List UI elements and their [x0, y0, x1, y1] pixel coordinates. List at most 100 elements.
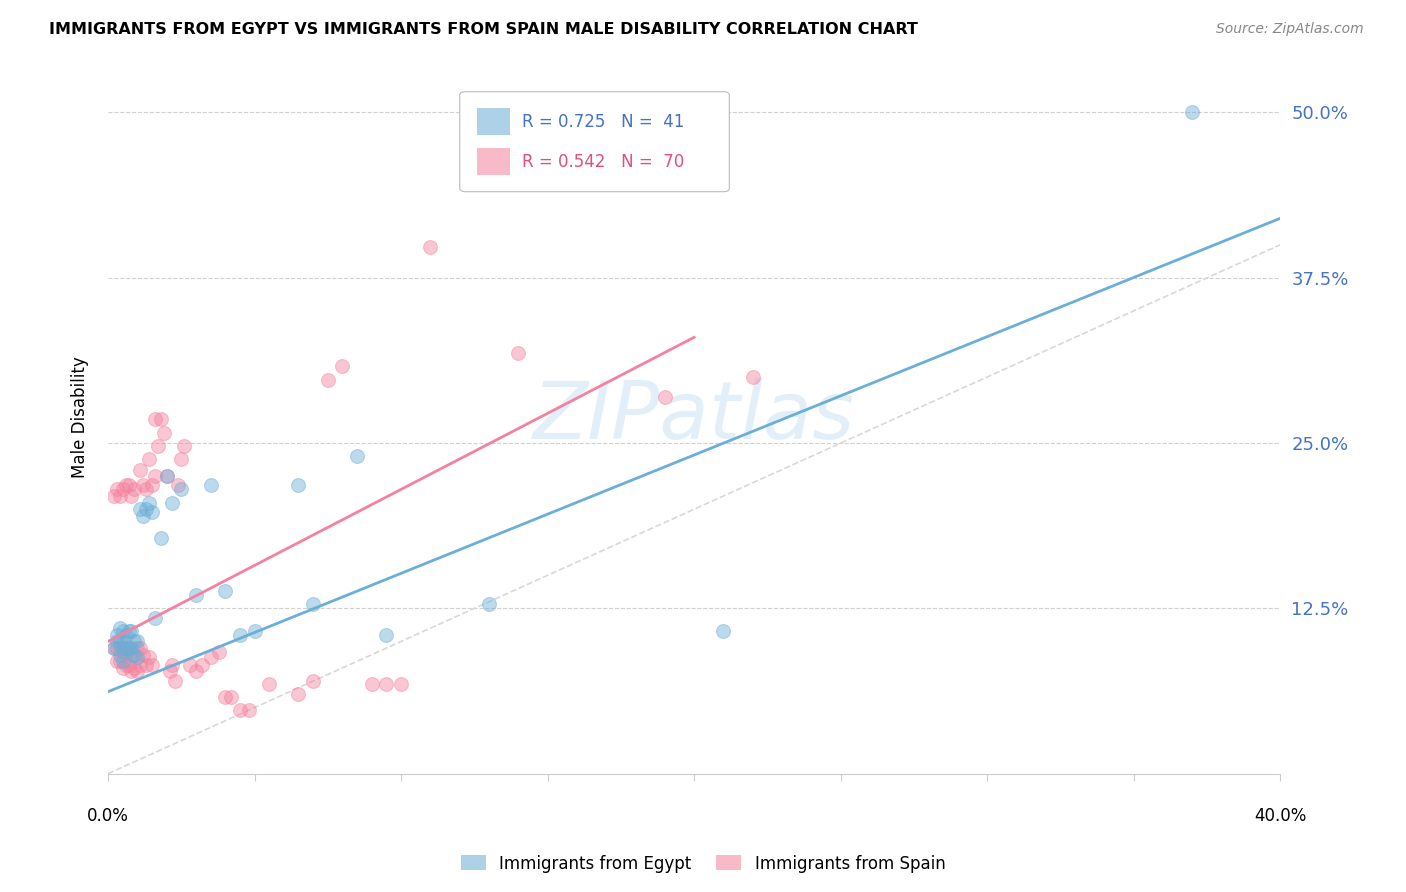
Point — [120, 489, 142, 503]
Point — [127, 634, 149, 648]
Point — [138, 650, 160, 665]
Point — [375, 677, 398, 691]
Point — [170, 452, 193, 467]
Point — [162, 658, 184, 673]
Point — [508, 346, 530, 360]
Point — [302, 674, 325, 689]
Point — [149, 531, 172, 545]
Point — [229, 703, 252, 717]
Point — [149, 412, 172, 426]
Point — [108, 654, 131, 668]
Bar — [477, 108, 510, 136]
Point — [229, 628, 252, 642]
Point — [129, 641, 152, 656]
Point — [124, 648, 146, 662]
Point — [184, 588, 207, 602]
Point — [132, 648, 155, 662]
Point — [478, 598, 501, 612]
Point — [105, 654, 128, 668]
Point — [332, 359, 354, 374]
Text: Source: ZipAtlas.com: Source: ZipAtlas.com — [1216, 22, 1364, 37]
Point — [132, 508, 155, 523]
Point — [117, 658, 139, 673]
Point — [114, 478, 136, 492]
Point — [1181, 105, 1204, 120]
Point — [155, 469, 177, 483]
Point — [219, 690, 242, 704]
Point — [124, 648, 146, 662]
Point — [179, 658, 201, 673]
Point — [124, 634, 146, 648]
Point — [117, 624, 139, 638]
Point — [135, 658, 157, 673]
Point — [146, 439, 169, 453]
Point — [208, 645, 231, 659]
Point — [170, 483, 193, 497]
Point — [108, 648, 131, 662]
Text: 40.0%: 40.0% — [1254, 806, 1306, 825]
Point — [120, 641, 142, 656]
Point — [143, 610, 166, 624]
Point — [120, 664, 142, 678]
Point — [124, 661, 146, 675]
Point — [108, 641, 131, 656]
Point — [103, 641, 125, 656]
Text: R = 0.725   N =  41: R = 0.725 N = 41 — [522, 112, 685, 131]
Legend: Immigrants from Egypt, Immigrants from Spain: Immigrants from Egypt, Immigrants from S… — [454, 848, 952, 880]
Point — [138, 452, 160, 467]
Point — [141, 658, 163, 673]
Point — [111, 634, 134, 648]
Point — [316, 373, 339, 387]
Point — [129, 658, 152, 673]
Point — [103, 641, 125, 656]
Point — [287, 687, 309, 701]
Point — [214, 584, 236, 599]
Point — [117, 478, 139, 492]
Point — [127, 664, 149, 678]
Point — [375, 628, 398, 642]
Point — [111, 661, 134, 675]
Point — [117, 641, 139, 656]
Point — [257, 677, 280, 691]
Point — [654, 390, 676, 404]
Point — [419, 240, 441, 254]
Point — [173, 439, 195, 453]
Text: ZIPatlas: ZIPatlas — [533, 377, 855, 456]
Point — [141, 478, 163, 492]
Point — [141, 505, 163, 519]
Point — [360, 677, 382, 691]
Point — [114, 641, 136, 656]
Point — [127, 641, 149, 656]
Point — [111, 624, 134, 638]
Point — [124, 483, 146, 497]
Point — [103, 489, 125, 503]
Point — [214, 690, 236, 704]
FancyBboxPatch shape — [460, 92, 730, 192]
Point — [129, 502, 152, 516]
Point — [152, 425, 174, 440]
Point — [114, 645, 136, 659]
Point — [238, 703, 260, 717]
Point — [346, 450, 368, 464]
Point — [200, 650, 222, 665]
Point — [143, 412, 166, 426]
Point — [105, 483, 128, 497]
Text: IMMIGRANTS FROM EGYPT VS IMMIGRANTS FROM SPAIN MALE DISABILITY CORRELATION CHART: IMMIGRANTS FROM EGYPT VS IMMIGRANTS FROM… — [49, 22, 918, 37]
Point — [114, 658, 136, 673]
Point — [117, 641, 139, 656]
Point — [713, 624, 735, 638]
Point — [184, 664, 207, 678]
Point — [120, 648, 142, 662]
Text: R = 0.542   N =  70: R = 0.542 N = 70 — [522, 153, 685, 170]
Point — [155, 469, 177, 483]
Point — [108, 634, 131, 648]
Y-axis label: Male Disability: Male Disability — [72, 356, 89, 477]
Point — [741, 370, 763, 384]
Point — [167, 478, 190, 492]
Point — [111, 645, 134, 659]
Point — [120, 624, 142, 638]
Point — [108, 489, 131, 503]
Point — [129, 462, 152, 476]
Point — [389, 677, 412, 691]
Point — [243, 624, 266, 638]
